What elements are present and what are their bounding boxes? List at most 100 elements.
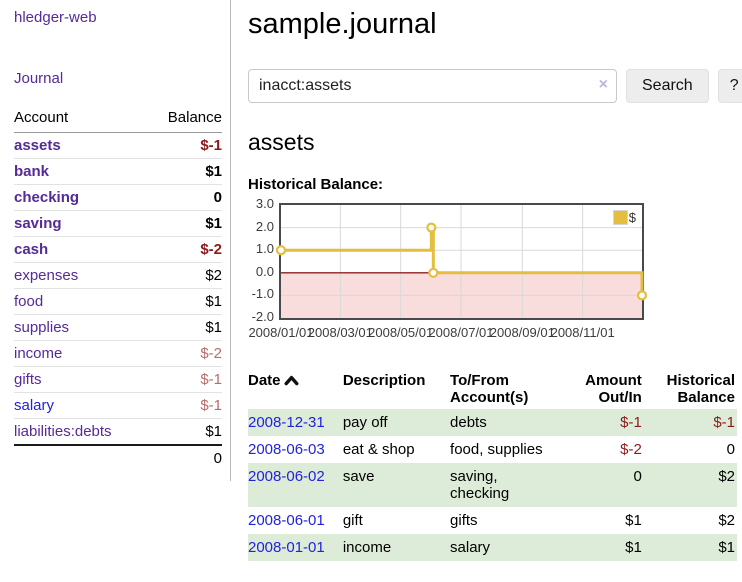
search-button[interactable]: Search xyxy=(626,69,709,103)
account-link-liabilities-debts[interactable]: liabilities:debts xyxy=(14,423,112,440)
accounts-header-row: Account Balance xyxy=(14,105,222,133)
y-axis-tick-label: 1.0 xyxy=(255,241,274,257)
transaction-amount: $1 xyxy=(625,512,642,529)
x-axis-tick-label: 2008/01/01 xyxy=(248,325,314,340)
chart-legend: $ xyxy=(611,209,637,226)
account-balance: $1 xyxy=(147,314,222,341)
accounts-total-value: 0 xyxy=(147,444,222,471)
account-row: bank $1 xyxy=(14,158,222,185)
chart-canvas xyxy=(275,205,648,318)
account-link-cash[interactable]: cash xyxy=(14,241,49,258)
sidebar: hledger-web Journal Account Balance asse… xyxy=(0,0,231,481)
page-title: sample.journal xyxy=(248,8,437,40)
register-header-row: Date Description To/From Account(s) Amou… xyxy=(248,369,737,409)
transaction-row[interactable]: 2008-01-01 income salary $1 $1 xyxy=(248,534,737,561)
account-balance: $2 xyxy=(147,262,222,289)
account-balance: $1 xyxy=(147,288,222,315)
transaction-amount: $-1 xyxy=(620,414,642,431)
column-header-date[interactable]: Date xyxy=(248,369,343,409)
account-balance: $-1 xyxy=(147,392,222,419)
transaction-accounts: salary xyxy=(450,539,491,556)
legend-label: $ xyxy=(628,210,636,225)
column-header-accounts: To/From Account(s) xyxy=(450,372,529,406)
account-link-saving[interactable]: saving xyxy=(14,215,62,232)
account-heading: assets xyxy=(248,129,315,155)
account-row: expenses $2 xyxy=(14,262,222,289)
account-link-income[interactable]: income xyxy=(14,345,63,362)
y-axis-tick-label: -2.0 xyxy=(251,309,274,324)
account-row: supplies $1 xyxy=(14,314,222,341)
account-row: assets $-1 xyxy=(14,132,222,159)
accounts-header-account: Account xyxy=(14,105,148,133)
x-axis-tick-label: 2008/11/01 xyxy=(550,325,615,340)
account-row: saving $1 xyxy=(14,210,222,237)
transaction-amount: 0 xyxy=(633,468,642,485)
help-button[interactable]: ? xyxy=(717,69,742,103)
transaction-accounts: food, supplies xyxy=(450,441,543,458)
transaction-balance: 0 xyxy=(726,441,735,458)
search-box: × xyxy=(248,69,617,103)
account-balance: $1 xyxy=(147,418,222,446)
account-link-bank[interactable]: bank xyxy=(14,163,50,180)
transaction-balance: $2 xyxy=(718,468,735,485)
transaction-row[interactable]: 2008-06-03 eat & shop food, supplies $-2 0 xyxy=(248,436,737,463)
column-header-amount: Amount Out/In xyxy=(585,372,642,406)
account-balance: $1 xyxy=(147,158,222,185)
account-row: liabilities:debts $1 xyxy=(14,418,222,446)
transaction-date-link[interactable]: 2008-06-01 xyxy=(248,512,325,529)
account-link-supplies[interactable]: supplies xyxy=(14,319,70,336)
transaction-balance: $-1 xyxy=(713,414,735,431)
app-brand-link[interactable]: hledger-web xyxy=(14,9,97,26)
transaction-balance: $2 xyxy=(718,512,735,529)
account-link-assets[interactable]: assets xyxy=(14,137,61,154)
x-axis-tick-label: 2008/05/01 xyxy=(368,325,434,340)
transaction-amount: $-2 xyxy=(620,441,642,458)
transaction-description: eat & shop xyxy=(342,441,415,458)
account-row: salary $-1 xyxy=(14,392,222,419)
account-link-checking[interactable]: checking xyxy=(14,189,80,206)
account-link-food[interactable]: food xyxy=(14,293,44,310)
account-row: checking 0 xyxy=(14,184,222,211)
transaction-accounts: debts xyxy=(450,414,487,431)
column-header-balance: Historical Balance xyxy=(666,372,735,406)
sort-asc-icon xyxy=(284,375,299,386)
account-link-expenses[interactable]: expenses xyxy=(14,267,79,284)
y-axis-tick-label: 0.0 xyxy=(255,263,274,279)
y-axis-tick-label: -1.0 xyxy=(251,286,274,302)
transaction-row[interactable]: 2008-12-31 pay off debts $-1 $-1 xyxy=(248,409,737,436)
account-balance: $-2 xyxy=(147,340,222,367)
historical-balance-chart: $ 3.0 2.0 1.0 0.0 -1.0 -2.0 2008/01/01 2008/03/… xyxy=(248,196,738,351)
account-row: food $1 xyxy=(14,288,222,315)
accounts-table: Account Balance assets $-1 bank $1 checking 0… xyxy=(14,105,222,471)
account-link-salary[interactable]: salary xyxy=(14,397,55,414)
transaction-accounts: gifts xyxy=(450,512,478,529)
chart-title: Historical Balance: xyxy=(248,176,384,193)
transaction-date-link[interactable]: 2008-06-02 xyxy=(248,468,325,485)
account-balance: $-1 xyxy=(147,366,222,393)
transaction-date-link[interactable]: 2008-06-03 xyxy=(248,441,325,458)
x-axis-tick-label: 2008/03/01 xyxy=(307,325,373,340)
legend-swatch xyxy=(612,210,628,225)
account-balance: $-2 xyxy=(147,236,222,263)
account-balance: $-1 xyxy=(147,132,222,159)
accounts-header-balance: Balance xyxy=(147,105,222,133)
account-balance: 0 xyxy=(147,184,222,211)
search-form: × Search ? xyxy=(248,69,742,103)
transaction-description: gift xyxy=(342,512,363,529)
x-axis-tick-label: 2008/09/01 xyxy=(489,325,555,340)
sidebar-item-journal[interactable]: Journal xyxy=(14,70,64,87)
transaction-description: income xyxy=(342,539,392,556)
transaction-row[interactable]: 2008-06-01 gift gifts $1 $2 xyxy=(248,507,737,534)
transaction-accounts: saving, checking xyxy=(450,468,510,502)
y-axis-tick-label: 2.0 xyxy=(255,218,274,234)
transaction-date-link[interactable]: 2008-01-01 xyxy=(248,539,325,556)
transaction-amount: $1 xyxy=(625,539,642,556)
search-input[interactable] xyxy=(248,69,617,103)
account-balance: $1 xyxy=(147,210,222,237)
transaction-date-link[interactable]: 2008-12-31 xyxy=(248,414,325,431)
clear-search-icon[interactable]: × xyxy=(598,76,608,93)
transaction-balance: $1 xyxy=(718,539,735,556)
transaction-row[interactable]: 2008-06-02 save saving, checking 0 $2 xyxy=(248,463,737,507)
account-link-gifts[interactable]: gifts xyxy=(14,371,42,388)
